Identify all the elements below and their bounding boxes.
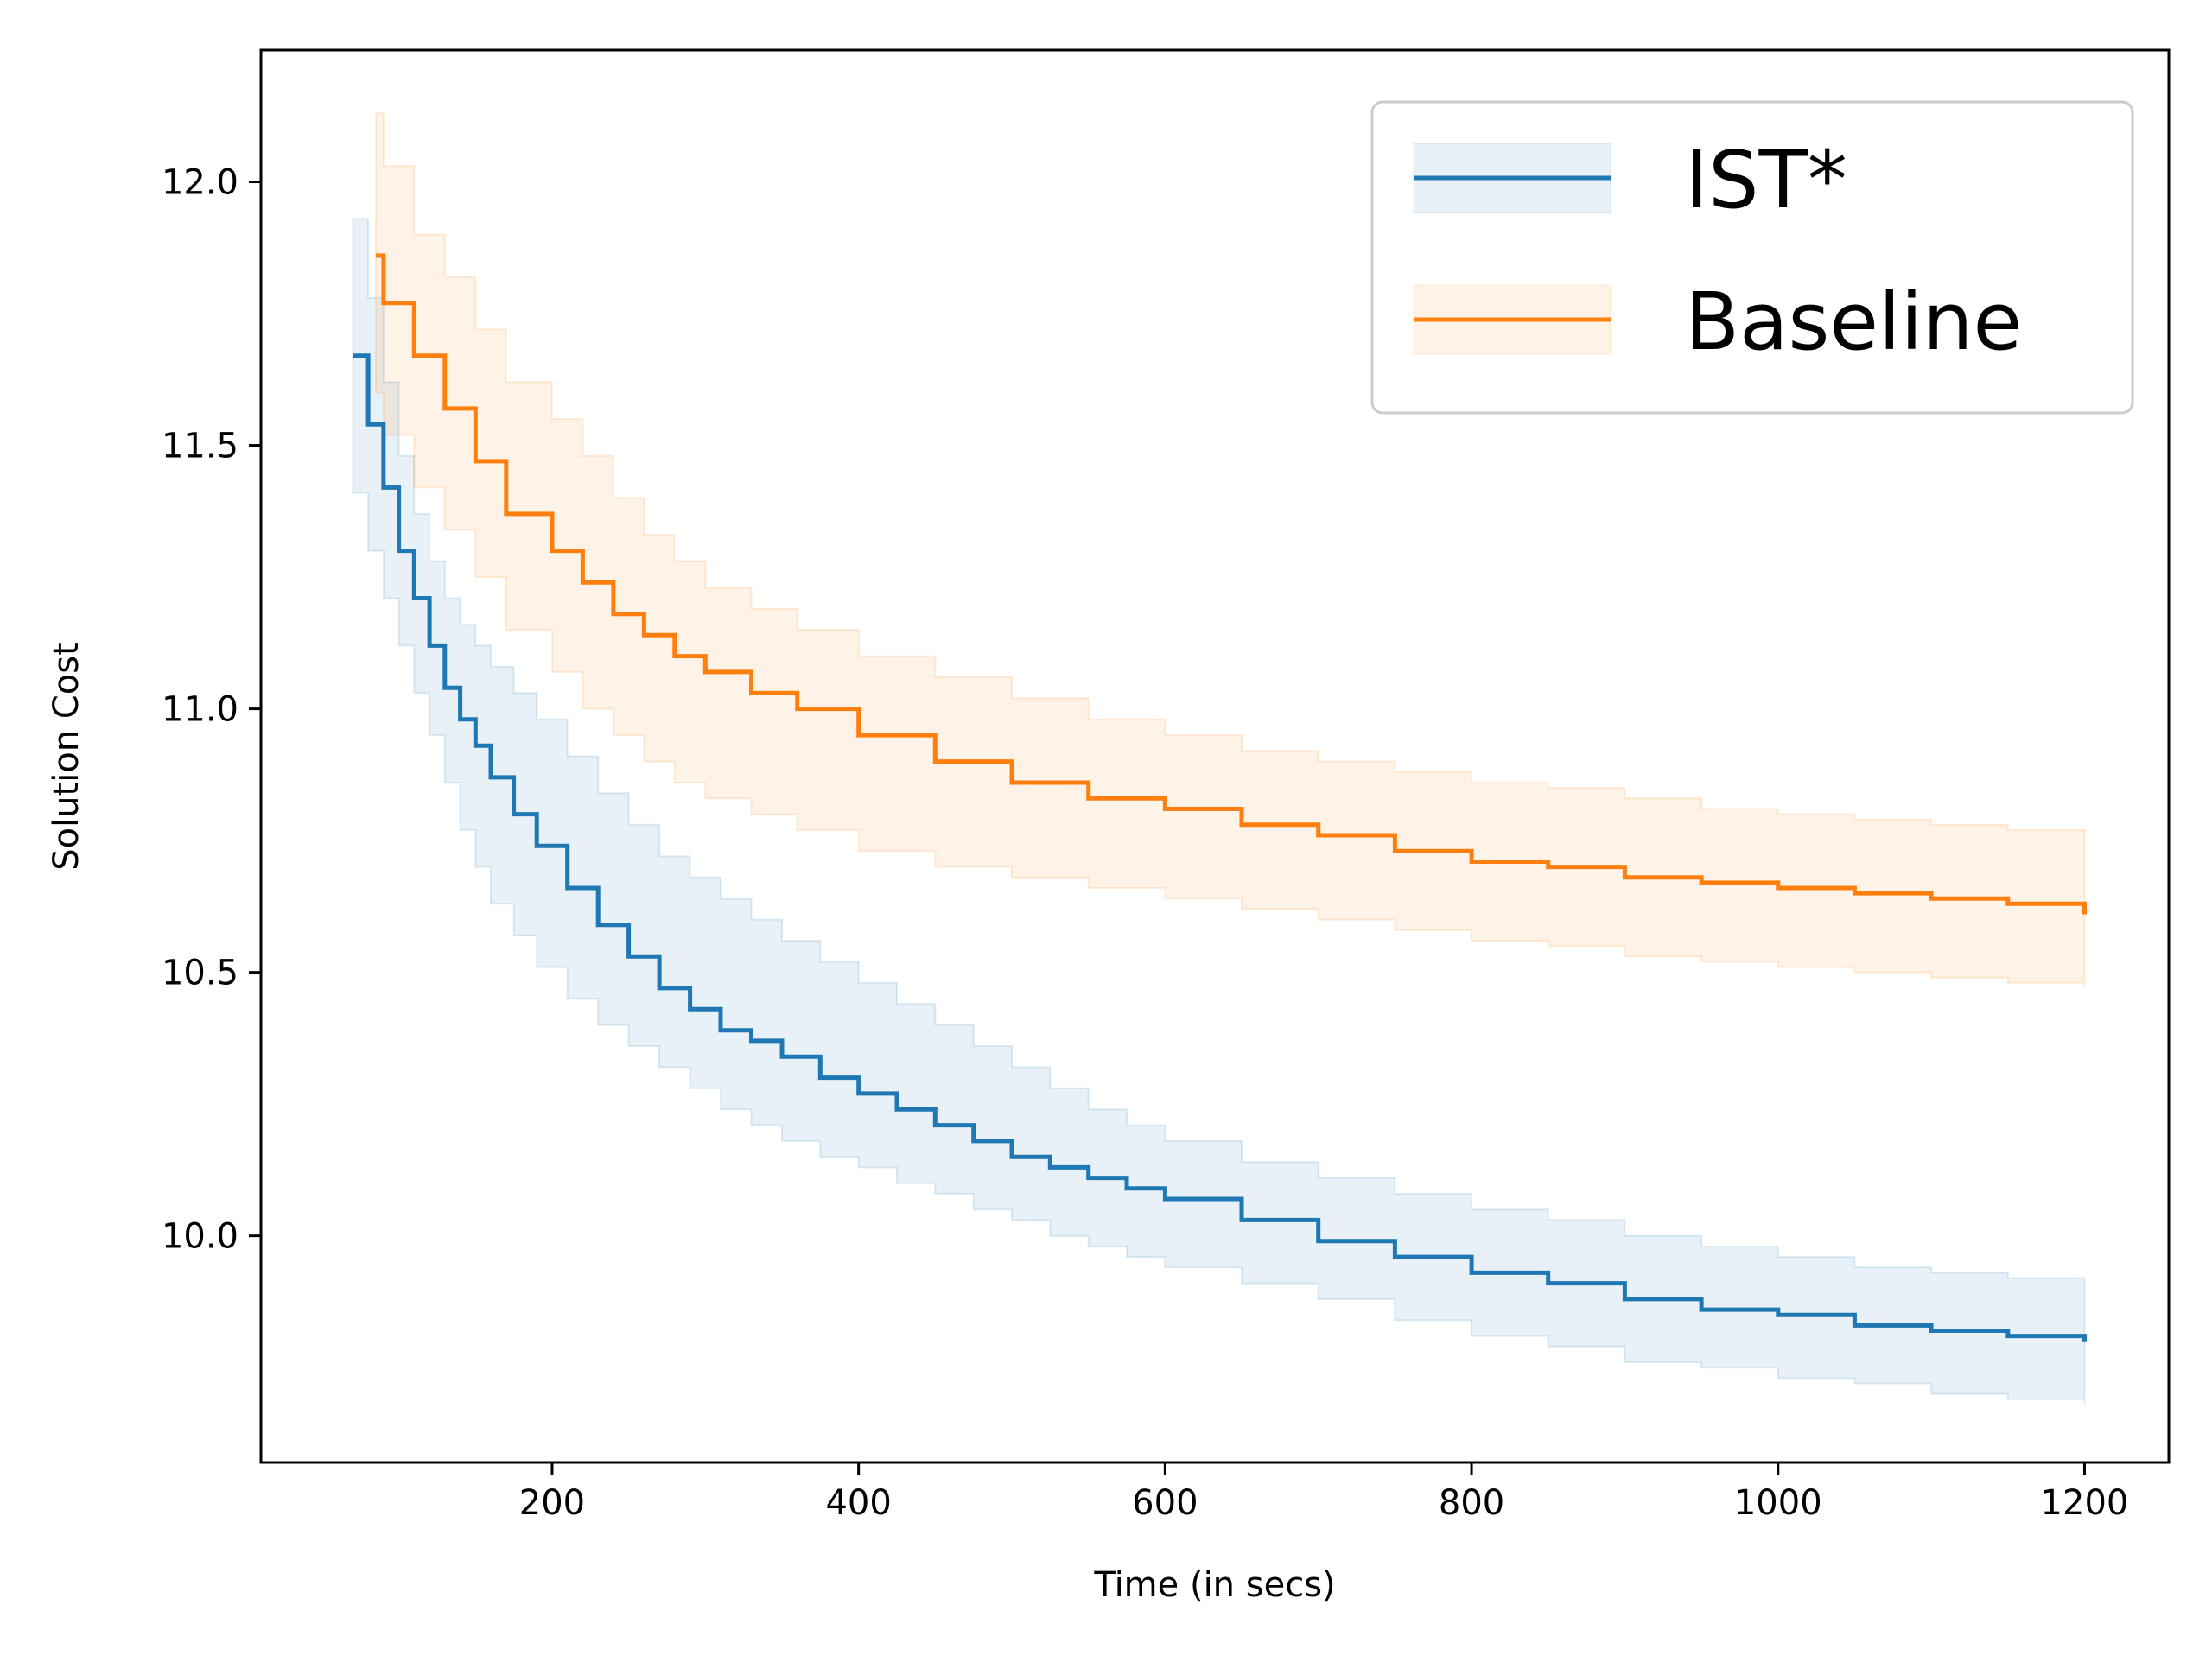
y-tick-label: 11.0 — [162, 690, 238, 730]
band-ist — [352, 218, 2086, 1405]
legend-label-ist: IST* — [1685, 134, 1847, 226]
x-axis-label: Time (in secs) — [1093, 1565, 1335, 1605]
y-tick-label: 10.0 — [162, 1217, 238, 1257]
confidence-bands — [352, 112, 2086, 1405]
series-line-baseline — [376, 253, 2087, 915]
y-tick-label: 10.5 — [162, 954, 238, 993]
y-axis-ticks: 10.0 10.5 11.0 11.5 12.0 — [162, 163, 261, 1257]
x-tick-label: 800 — [1439, 1483, 1504, 1523]
band-baseline — [375, 112, 2086, 988]
y-tick-label: 11.5 — [162, 427, 238, 466]
series-line-ist — [353, 353, 2087, 1342]
plot-area-frame — [259, 48, 2171, 1464]
x-axis-ticks: 200 400 600 800 1000 1200 — [519, 1462, 2129, 1523]
y-tick-label: 12.0 — [162, 163, 238, 203]
x-tick-label: 400 — [825, 1483, 891, 1523]
x-tick-label: 600 — [1132, 1483, 1198, 1523]
legend: IST* Baseline — [1370, 100, 2134, 415]
x-tick-label: 1200 — [2041, 1483, 2129, 1523]
x-tick-label: 1000 — [1734, 1483, 1822, 1523]
legend-label-baseline: Baseline — [1685, 276, 2022, 368]
series-lines — [353, 253, 2087, 1342]
x-tick-label: 200 — [519, 1483, 585, 1523]
y-axis-label: Solution Cost — [47, 642, 86, 871]
